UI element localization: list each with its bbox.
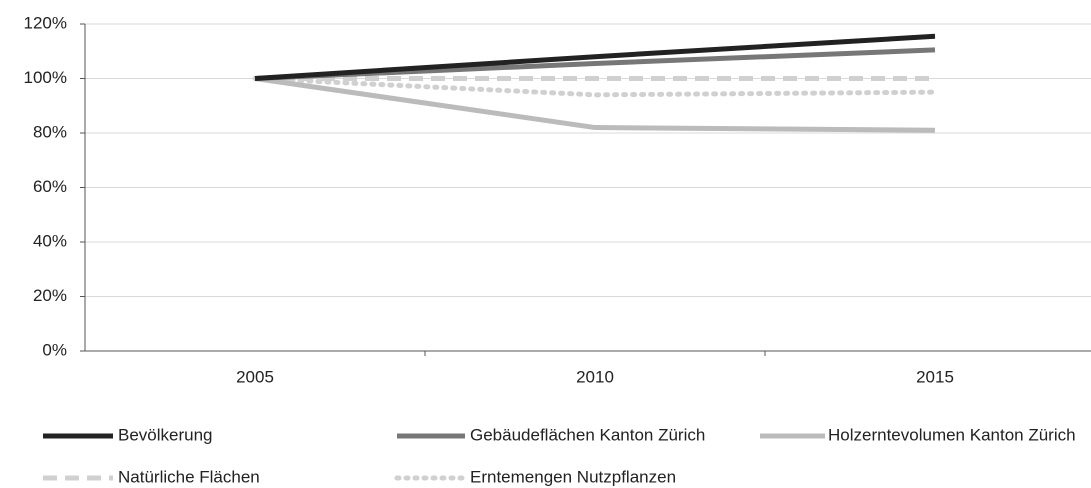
y-tick-label: 100% bbox=[24, 68, 67, 87]
x-tick-label: 2015 bbox=[916, 367, 954, 386]
y-tick-label: 20% bbox=[33, 286, 67, 305]
x-tick-label: 2010 bbox=[576, 367, 614, 386]
y-tick-label: 80% bbox=[33, 122, 67, 141]
legend-label: Natürliche Flächen bbox=[118, 467, 260, 486]
series-line bbox=[254, 76, 936, 133]
series-line bbox=[252, 76, 938, 98]
legend-label: Holzerntevolumen Kanton Zürich bbox=[828, 425, 1076, 444]
y-tick-label: 40% bbox=[33, 231, 67, 250]
legend-label: Gebäudeflächen Kanton Zürich bbox=[470, 425, 705, 444]
series-line bbox=[254, 33, 936, 81]
y-tick-label: 120% bbox=[24, 13, 67, 32]
legend-label: Erntemengen Nutzpflanzen bbox=[470, 467, 676, 486]
legend-label: Bevölkerung bbox=[118, 425, 213, 444]
y-tick-label: 0% bbox=[42, 340, 67, 359]
x-tick-label: 2005 bbox=[236, 367, 274, 386]
y-tick-label: 60% bbox=[33, 177, 67, 196]
